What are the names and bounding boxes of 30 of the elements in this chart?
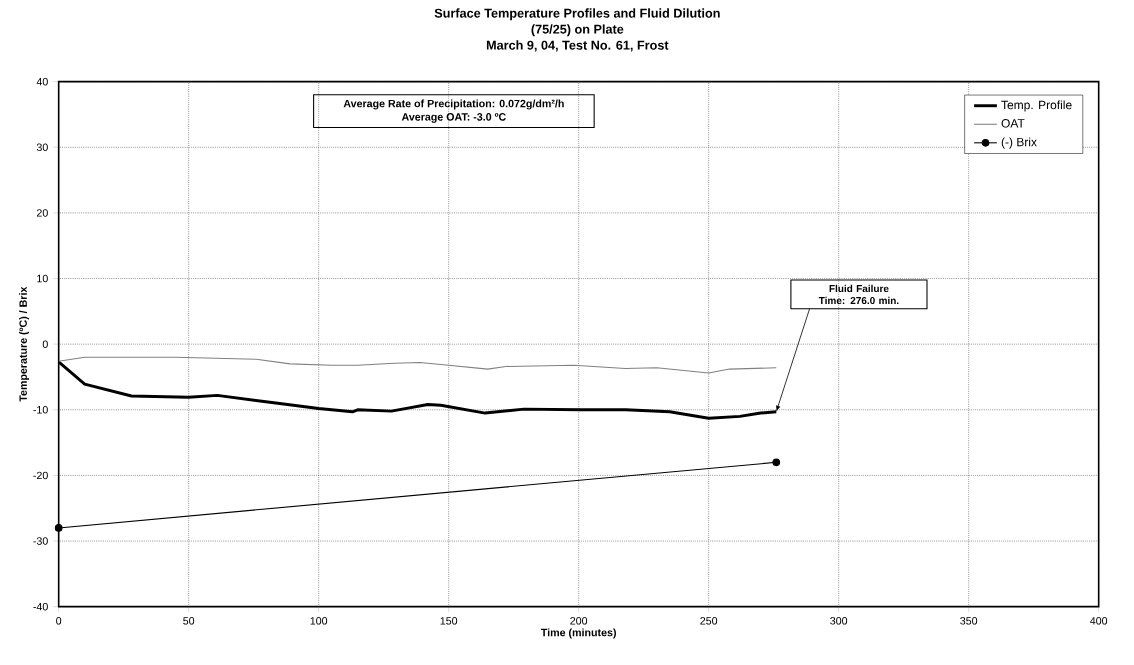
y-tick-label: 30	[36, 143, 48, 152]
legend-label: (-) Brix	[1001, 137, 1037, 149]
x-tick-label: 100	[310, 617, 328, 625]
y-tick-label: -40	[33, 602, 48, 611]
y-tick-label: -10	[33, 406, 48, 414]
x-tick-label: 200	[570, 617, 588, 625]
legend-label: Temp. Profile	[1001, 100, 1072, 112]
y-tick-label: 20	[36, 209, 48, 217]
x-tick-label: 0	[56, 617, 62, 625]
annotation: Average OAT: -3.0 ºC	[401, 113, 506, 123]
x-axis-title: Time (minutes)	[540, 628, 616, 639]
legend-label: OAT	[1001, 119, 1025, 128]
x-tick-label: 300	[830, 617, 848, 625]
y-tick-label: 40	[36, 77, 48, 86]
text: March 9, 04, Test No. 61, Frost	[486, 40, 669, 52]
y-tick-label: 0	[42, 340, 48, 348]
x-tick-label: 150	[440, 617, 458, 625]
y-tick-label: -20	[33, 471, 48, 480]
y-tick-label: -30	[33, 537, 48, 545]
x-tick-label: 400	[1090, 617, 1108, 625]
y-tick-label: 10	[37, 274, 48, 283]
annotation: Fluid Failure Time: 276.0 min.	[818, 284, 899, 305]
chart-subtitle: (75/25) on Plate	[531, 24, 624, 37]
x-tick-label: 50	[183, 617, 195, 625]
annotation: Average Rate of Precipitation: 0.072g/dm²/h	[343, 99, 564, 110]
x-tick-label: 350	[960, 617, 978, 625]
x-tick-label: 250	[700, 617, 718, 625]
line-series	[58, 356, 777, 374]
y-axis-title: Temperature (ºC) / Brix	[19, 286, 30, 402]
chart-title: Surface Temperature Profiles and Fluid Dilution	[434, 8, 720, 21]
